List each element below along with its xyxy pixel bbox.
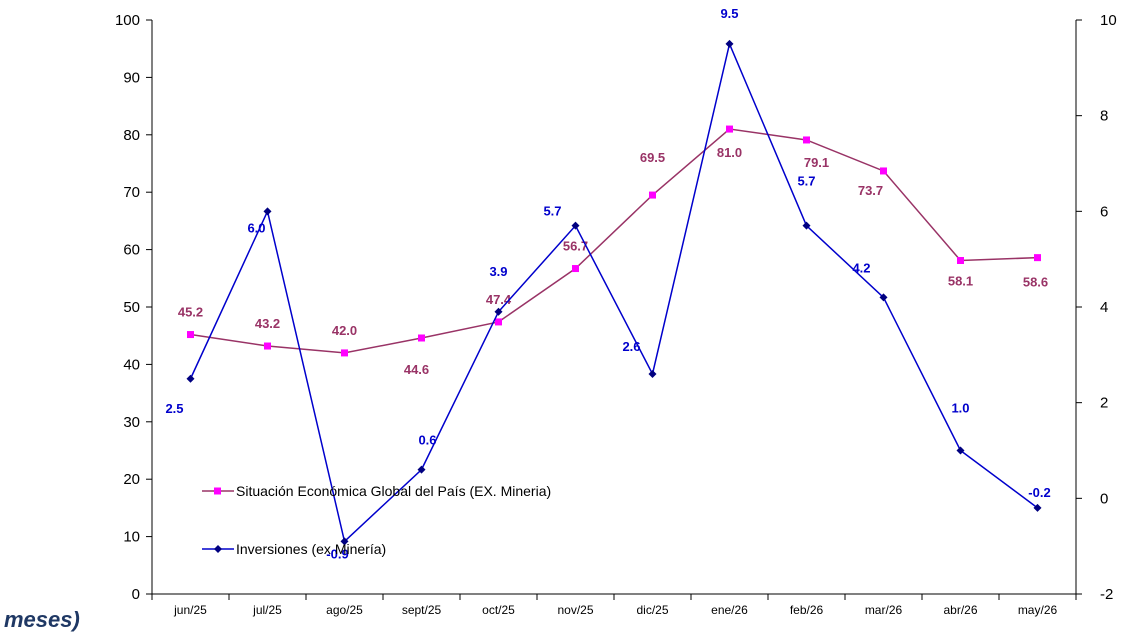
inversiones-line	[189, 41, 1038, 543]
series-situacion-economica: 45.2 43.2 42.0 44.6 47.4 56.7 69.5 81.0 79.1 73.7…	[178, 125, 1048, 377]
x-tick-label: jul/25	[252, 603, 282, 617]
x-tick-label: ene/26	[711, 603, 748, 617]
situacion-data-label: 44.6	[404, 362, 429, 377]
x-tick-label: oct/25	[482, 603, 515, 617]
inversiones-data-label: 5.7	[797, 174, 815, 189]
right-y-tick-label: 6	[1100, 203, 1108, 220]
inversiones-data-label: 5.7	[543, 204, 561, 219]
inversiones-marker	[571, 221, 580, 230]
inversiones-data-label: 2.5	[165, 401, 183, 416]
left-y-tick-label: 0	[132, 586, 140, 603]
left-y-tick-label: 90	[123, 69, 140, 86]
situacion-marker	[187, 331, 194, 339]
situacion-marker	[341, 349, 348, 357]
situacion-marker	[649, 191, 656, 199]
left-y-tick-label: 10	[123, 529, 140, 546]
series-inversiones: 2.5 6.0 -0.9 0.6 3.9 5.7 2.6 9.5 5.7 4.2 1.0 -0.2	[165, 6, 1050, 561]
left-y-tick-label: 60	[123, 242, 140, 259]
inversiones-marker	[186, 374, 195, 383]
inversiones-marker	[879, 293, 888, 302]
right-y-tick-label: 10	[1100, 12, 1117, 29]
inversiones-data-label: -0.2	[1028, 485, 1050, 500]
left-y-tick-label: 30	[123, 414, 140, 431]
axes: 0 10 20 30 40 50 60 70 80 90 100 -2 0 2 4 6 8 10 jun/25 jul…	[115, 12, 1117, 617]
x-tick-label: abr/26	[943, 603, 977, 617]
inversiones-data-label: 0.6	[418, 433, 436, 448]
situacion-marker	[726, 125, 733, 133]
inversiones-data-label: 9.5	[720, 6, 738, 21]
x-tick-label: sept/25	[402, 603, 442, 617]
x-tick-label: dic/25	[636, 603, 668, 617]
situacion-marker	[880, 167, 887, 175]
legend-swatch-marker-inversiones	[214, 545, 222, 553]
inversiones-marker	[802, 221, 811, 230]
right-y-tick-label: -2	[1100, 586, 1113, 603]
situacion-data-label: 58.6	[1023, 275, 1048, 290]
inversiones-marker	[340, 537, 349, 546]
situacion-marker	[495, 318, 502, 326]
inversiones-marker	[648, 369, 657, 378]
left-y-tick-label: 20	[123, 471, 140, 488]
situacion-data-label: 47.4	[486, 292, 512, 307]
left-y-tick-label: 80	[123, 127, 140, 144]
situacion-data-label: 81.0	[717, 145, 742, 160]
right-y-tick-label: 2	[1100, 395, 1108, 412]
inversiones-marker	[417, 465, 426, 474]
x-tick-label: may/26	[1018, 603, 1058, 617]
inversiones-marker	[494, 307, 503, 316]
left-y-tick-label: 70	[123, 184, 140, 201]
left-y-tick-label: 40	[123, 356, 140, 373]
situacion-marker	[264, 342, 271, 350]
inversiones-marker	[263, 207, 272, 216]
situacion-data-label: 42.0	[332, 323, 357, 338]
situacion-marker	[1034, 254, 1041, 262]
x-tick-label: mar/26	[865, 603, 903, 617]
legend-label-inversiones: Inversiones (ex Minería)	[236, 541, 386, 557]
x-tick-label: nov/25	[557, 603, 593, 617]
inversiones-data-label: 4.2	[852, 260, 870, 275]
situacion-marker	[572, 265, 579, 273]
x-tick-label: jun/25	[173, 603, 207, 617]
situacion-data-label: 43.2	[255, 316, 280, 331]
situacion-marker	[957, 257, 964, 265]
situacion-data-label: 58.1	[948, 274, 973, 289]
inversiones-marker	[956, 446, 965, 455]
inversiones-marker	[1033, 503, 1042, 512]
right-y-tick-label: 4	[1100, 299, 1108, 316]
inversiones-data-label: 2.6	[622, 339, 640, 354]
right-y-tick-label: 0	[1100, 490, 1108, 507]
x-tick-label: feb/26	[790, 603, 824, 617]
x-tick-label: ago/25	[326, 603, 363, 617]
situacion-data-label: 79.1	[804, 155, 829, 170]
legend-label-situacion: Situación Económica Global del País (EX.…	[236, 483, 551, 499]
situacion-line	[190, 128, 1038, 354]
situacion-data-label: 56.7	[563, 239, 588, 254]
right-y-tick-label: 8	[1100, 108, 1108, 125]
situacion-marker	[418, 334, 425, 342]
inversiones-marker	[725, 39, 734, 48]
inversiones-data-label: -0.9	[326, 546, 348, 561]
inversiones-data-label: 3.9	[489, 264, 507, 279]
inversiones-data-label: 6.0	[247, 220, 265, 235]
situacion-data-label: 45.2	[178, 305, 203, 320]
situacion-data-label: 69.5	[640, 150, 665, 165]
inversiones-data-label: 1.0	[951, 401, 969, 416]
legend-swatch-marker-situacion	[214, 487, 221, 495]
left-y-tick-label: 50	[123, 299, 140, 316]
caption-text: meses)	[4, 607, 80, 632]
left-y-tick-label: 100	[115, 12, 140, 29]
legend: Situación Económica Global del País (EX.…	[202, 483, 551, 557]
situacion-marker	[803, 136, 810, 144]
situacion-data-label: 73.7	[858, 183, 883, 198]
